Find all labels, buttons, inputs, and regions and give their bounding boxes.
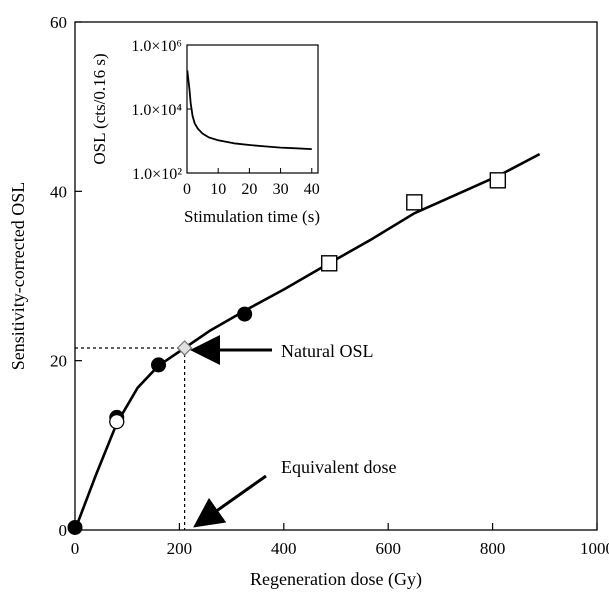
inset-frame [186, 44, 319, 174]
natural-osl-label: Natural OSL [281, 341, 373, 361]
y-axis-ticks: 0 20 40 60 [50, 13, 82, 540]
y-tick-label: 60 [50, 13, 67, 32]
inset-x-tick-label: 30 [273, 181, 289, 198]
x-tick-label: 400 [271, 539, 297, 558]
open-circle-point [109, 413, 125, 430]
y-tick-label: 0 [59, 521, 68, 540]
dotted-guide-lines [75, 347, 186, 530]
open-square-point [406, 194, 423, 211]
equivalent-dose-annotation: Equivalent dose [193, 457, 396, 528]
inset-x-ticks: 0 10 20 30 40 [183, 168, 320, 198]
plot-frame [74, 21, 598, 531]
inset-x-axis-label: Stimulation time (s) [184, 207, 320, 226]
equivalent-dose-label: Equivalent dose [281, 457, 396, 477]
x-tick-label: 200 [167, 539, 193, 558]
x-tick-label: 0 [71, 539, 80, 558]
natural-osl-point [176, 340, 193, 356]
inset-chart: 0 10 20 30 40 1.0×10⁶ 1.0×10⁴ 1.0×10² Stimulat… [90, 38, 320, 226]
filled-circle-point [237, 306, 253, 322]
inset-x-tick-label: 40 [304, 181, 320, 198]
x-axis-label: Regeneration dose (Gy) [250, 569, 422, 590]
natural-osl-annotation: Natural OSL [190, 335, 373, 365]
x-tick-label: 800 [480, 539, 506, 558]
equivalent-dose-arrow [193, 474, 267, 528]
x-tick-label: 600 [375, 539, 401, 558]
open-square-point [489, 172, 507, 189]
inset-y-axis-label: OSL (cts/0.16 s) [90, 53, 109, 164]
inset-x-tick-label: 10 [210, 181, 226, 198]
inset-x-tick-label: 0 [183, 181, 191, 198]
open-square-point [321, 255, 338, 272]
inset-y-tick-label: 1.0×10² [132, 166, 182, 183]
data-points [67, 172, 507, 535]
inset-decay-curve [186, 70, 312, 150]
y-tick-label: 20 [50, 352, 67, 371]
y-axis-label: Sensitivity-corrected OSL [8, 182, 28, 370]
inset-y-tick-label: 1.0×10⁴ [131, 102, 182, 119]
inset-x-tick-label: 20 [241, 181, 257, 198]
inset-decay-line [186, 70, 312, 150]
inset-y-ticks: 1.0×10⁶ 1.0×10⁴ 1.0×10² [131, 38, 192, 183]
filled-circle-point [151, 357, 167, 373]
inset-y-tick-label: 1.0×10⁶ [131, 38, 182, 55]
y-tick-label: 40 [50, 182, 67, 201]
